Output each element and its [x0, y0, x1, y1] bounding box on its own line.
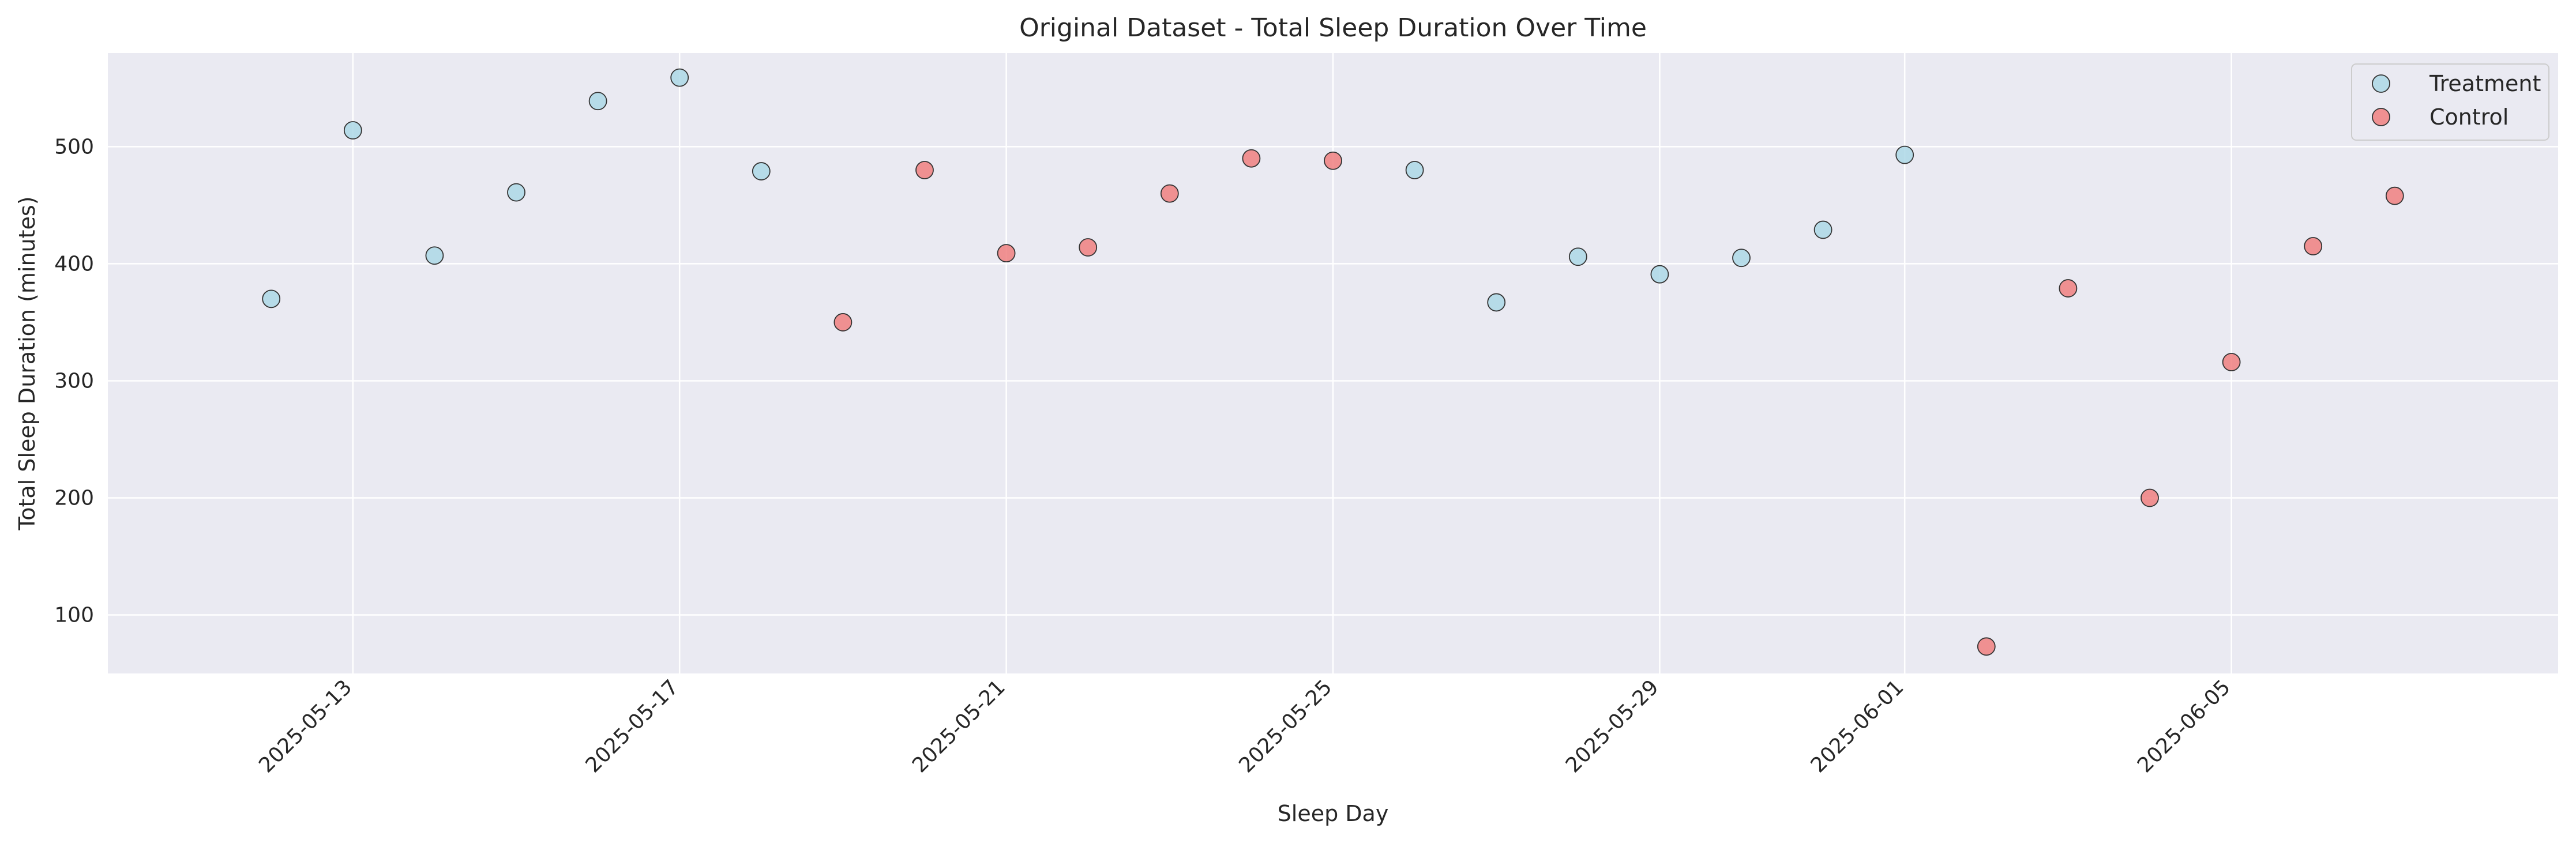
legend-marker-treatment: [2372, 74, 2390, 93]
legend-label-treatment: Treatment: [2429, 71, 2541, 96]
x-tick-label: 2025-05-29: [1561, 675, 1663, 777]
data-points: [262, 68, 2404, 656]
x-tick-label: 2025-06-01: [1807, 675, 1909, 777]
legend-box: [2351, 63, 2549, 141]
y-tick-label: 300: [54, 369, 94, 393]
data-point-treatment: [670, 68, 689, 87]
data-point-control: [1079, 238, 1098, 257]
x-tick-label: 2025-06-05: [2133, 675, 2235, 777]
legend-marker-control: [2372, 108, 2390, 126]
data-point-control: [2222, 353, 2241, 371]
data-point-treatment: [588, 92, 607, 111]
data-point-control: [2304, 237, 2323, 255]
data-point-control: [915, 161, 934, 179]
data-point-control: [1977, 637, 1996, 656]
data-point-control: [2385, 186, 2404, 205]
x-tick-label: 2025-05-13: [254, 675, 356, 777]
data-point-treatment: [1487, 293, 1506, 312]
data-point-treatment: [1405, 161, 1424, 179]
data-point-control: [1160, 184, 1179, 203]
legend-label-control: Control: [2429, 104, 2509, 130]
data-point-treatment: [262, 289, 281, 308]
y-tick-label: 400: [54, 252, 94, 276]
y-tick-label: 500: [54, 135, 94, 159]
data-point-control: [1242, 149, 1261, 168]
legend: Treatment Control: [2351, 63, 2549, 141]
data-point-treatment: [343, 121, 362, 140]
y-tick-label: 100: [54, 603, 94, 627]
data-point-treatment: [752, 162, 771, 180]
data-point-control: [2059, 279, 2078, 298]
chart-title: Original Dataset - Total Sleep Duration …: [1019, 13, 1647, 43]
data-point-control: [2141, 488, 2159, 507]
data-point-control: [1324, 151, 1342, 170]
x-axis-label: Sleep Day: [1278, 801, 1389, 826]
data-point-treatment: [1732, 249, 1751, 268]
y-axis-label: Total Sleep Duration (minutes): [14, 196, 40, 530]
data-point-treatment: [1568, 247, 1587, 266]
y-tick-label: 200: [54, 486, 94, 510]
data-point-treatment: [1895, 145, 1914, 164]
x-tick-label: 2025-05-25: [1234, 675, 1336, 777]
x-tick-label: 2025-05-21: [908, 675, 1010, 777]
x-tick-label: 2025-05-17: [581, 675, 684, 777]
data-point-treatment: [1813, 220, 1833, 239]
data-point-control: [997, 244, 1016, 263]
data-point-treatment: [425, 246, 444, 265]
data-point-treatment: [1650, 265, 1669, 284]
data-point-control: [833, 313, 853, 332]
data-point-treatment: [507, 183, 525, 202]
